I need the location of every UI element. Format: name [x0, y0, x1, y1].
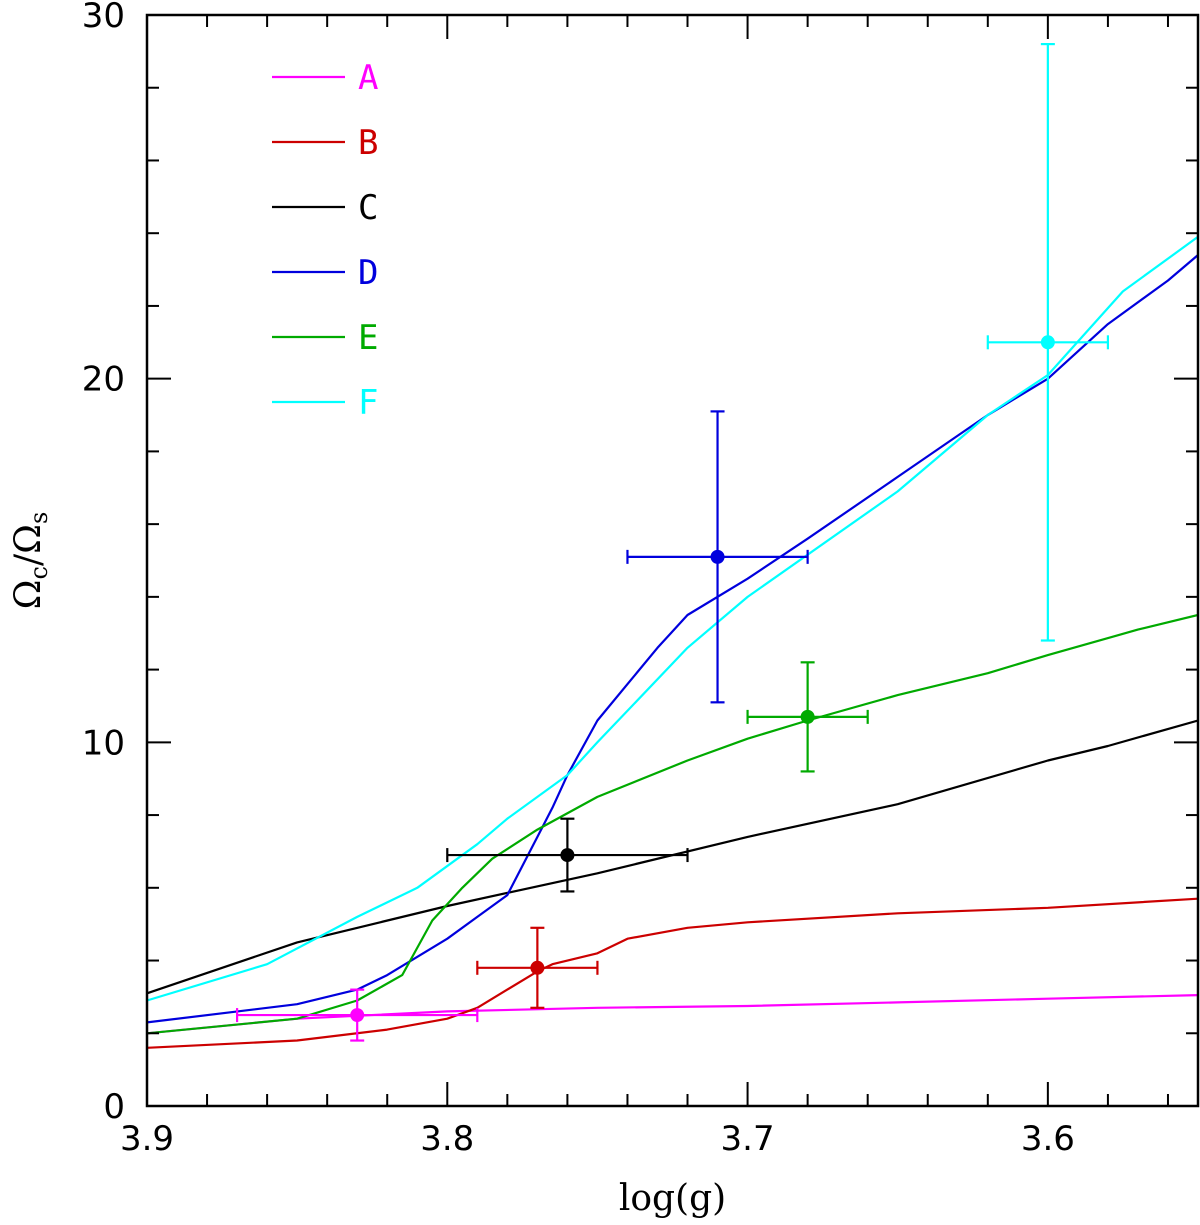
data-point-a — [235, 988, 479, 1042]
y-tick-label: 20 — [82, 360, 125, 400]
y-tick-label: 30 — [82, 0, 125, 36]
point-marker — [560, 848, 575, 863]
legend-label: C — [358, 188, 378, 228]
data-point-f — [986, 42, 1110, 642]
y-axis-title-sub-c: c — [25, 566, 53, 579]
ticks-layer: 3.9 3.8 3.7 3.6 0 10 20 30 — [82, 0, 1198, 1159]
data-point-d — [626, 410, 809, 704]
series-line-f — [147, 235, 1198, 1002]
series-line-c — [147, 719, 1198, 995]
y-axis-title: Ωc/Ωs — [8, 512, 53, 610]
x-tick-label: 3.8 — [420, 1119, 474, 1159]
data-point-b — [476, 926, 599, 1009]
x-tick-label: 3.6 — [1021, 1119, 1075, 1159]
point-marker — [1040, 335, 1055, 350]
legend-entry-d: D — [272, 253, 378, 293]
y-tick-label: 0 — [103, 1087, 125, 1127]
point-marker — [530, 960, 545, 975]
x-tick-label: 3.7 — [721, 1119, 775, 1159]
y-axis-title-omega: Ω — [8, 579, 49, 609]
legend-label: E — [358, 318, 378, 358]
series-line-a — [147, 994, 1198, 1035]
svg-text:Ωc/Ωs: Ωc/Ωs — [8, 512, 53, 610]
legend-label: A — [358, 58, 378, 98]
legend-entry-f: F — [272, 383, 378, 423]
series-line-d — [147, 254, 1198, 1024]
legend-label: F — [358, 383, 378, 423]
data-point-c — [446, 817, 689, 893]
plot-frame — [145, 13, 1200, 1108]
legend-label: B — [358, 123, 378, 163]
y-axis-title-omega-2: Ω — [8, 524, 49, 554]
point-marker — [800, 709, 815, 724]
legend-label: D — [358, 253, 378, 293]
series-layer — [147, 235, 1198, 1049]
x-tick-label: 3.9 — [120, 1119, 174, 1159]
data-points-layer — [235, 42, 1110, 1042]
series-line-b — [147, 897, 1198, 1049]
series-line-e — [147, 613, 1198, 1035]
y-axis-title-sub-s: s — [25, 512, 53, 524]
y-axis-title-slash: / — [8, 553, 49, 566]
legend-entry-c: C — [272, 188, 378, 228]
legend-entry-a: A — [272, 58, 378, 98]
legend-entry-b: B — [272, 123, 378, 163]
data-point-e — [746, 661, 869, 773]
point-marker — [350, 1008, 365, 1023]
legend-entry-e: E — [272, 318, 378, 358]
point-marker — [710, 549, 725, 564]
y-tick-label: 10 — [82, 723, 125, 763]
x-axis-title: log(g) — [619, 1178, 726, 1219]
